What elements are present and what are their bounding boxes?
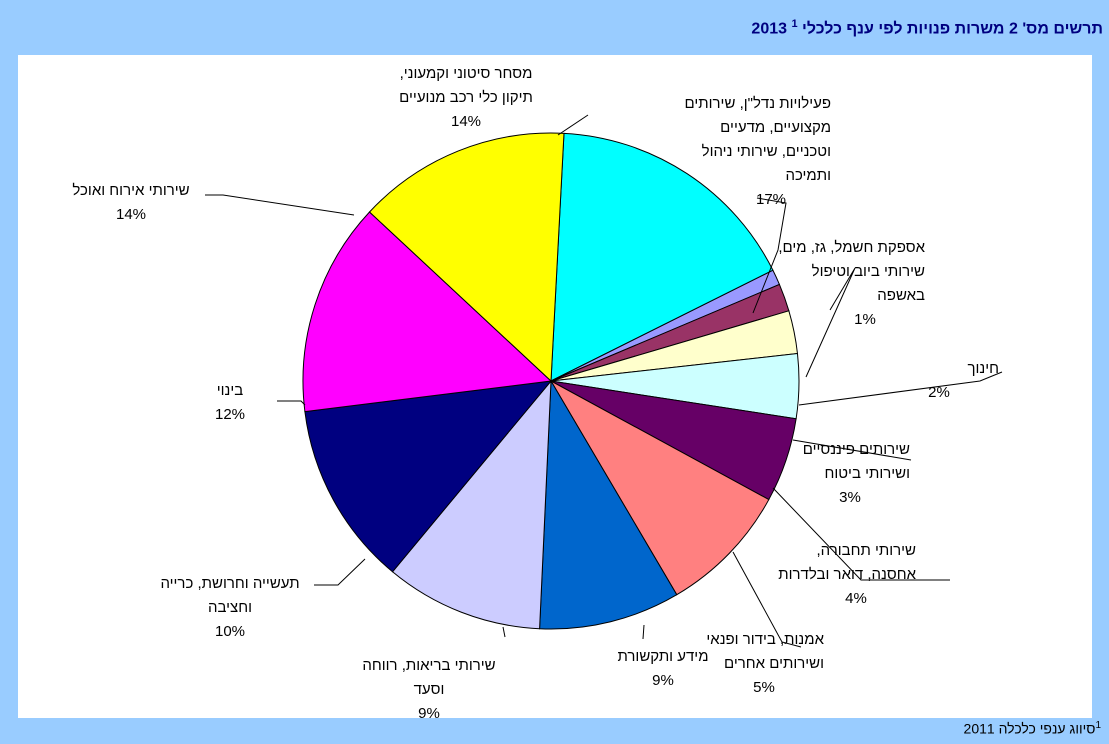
slice-pct-label-6: 5% <box>753 679 775 696</box>
leader-line-9 <box>314 558 366 586</box>
title-footnote-marker: 1 <box>791 18 798 30</box>
pie-slice-8 <box>539 379 678 630</box>
leader-line-3 <box>798 371 1003 406</box>
slice-pct-label-10: 12% <box>215 406 245 423</box>
leader-line-7 <box>642 624 645 640</box>
slice-label-4-line-1: שירותים פיננסיים <box>803 441 910 458</box>
slice-label-2-line-3: באשפה <box>877 287 925 304</box>
pie-slice-9 <box>391 379 552 630</box>
slice-label-11-line-1: שירותי אירוח ואוכל <box>72 182 189 199</box>
slice-label-5-line-1: שירותי תחבורה, <box>816 542 916 559</box>
slice-pct-label-8: 9% <box>418 705 440 718</box>
pie-slice-1 <box>550 132 774 382</box>
slice-pct-label-2: 1% <box>854 311 876 328</box>
slice-label-2-line-1: אספקת חשמל, גז, מים, <box>778 239 925 256</box>
slice-label-4-line-2: ושירותי ביטוח <box>824 465 910 482</box>
slice-pct-label-4: 3% <box>839 489 861 506</box>
slice-label-10-line-1: בינוי <box>217 382 244 399</box>
slice-pct-label-12: 14% <box>451 113 481 130</box>
slice-label-5-line-2: אחסנה, דואר ובלדרות <box>778 566 916 583</box>
pie-slice-10 <box>304 380 553 573</box>
pie-slice-11 <box>302 211 553 413</box>
slice-pct-label-1: 17% <box>756 191 786 208</box>
leader-line-6 <box>732 551 802 648</box>
slice-label-12-line-2: תיקון כלי רכב מנועיים <box>399 89 533 106</box>
slice-label-3-line-1: חינוך <box>967 360 999 377</box>
pie-slice-7 <box>549 379 770 596</box>
chart-title: תרשים מס' 2 משרות פנויות לפי ענף כלכלי 1… <box>751 18 1103 38</box>
slice-label-12-line-1: מסחר סיטוני וקמעוני, <box>400 65 533 82</box>
leader-line-11 <box>205 194 355 216</box>
footnote-marker: 1 <box>1095 720 1101 731</box>
slice-label-8-line-2: וסעד <box>414 681 445 698</box>
chart-title-year: 2013 <box>751 20 788 38</box>
slice-label-6-line-1: אמנות, בידור ופנאי <box>706 631 824 648</box>
leader-line-8 <box>502 626 506 638</box>
slice-label-9-line-2: וחציבה <box>208 599 252 616</box>
leader-line-5 <box>772 487 950 581</box>
leader-line-2 <box>805 267 856 378</box>
slice-label-9-line-1: תעשייה וחרושת, כרייה <box>160 575 299 592</box>
plot-area: פעילויות נדל"ן, שירותים מקצועיים, מדעיים ו… <box>18 55 1092 718</box>
footnote-text: סיווג ענפי כלכלה 2011 <box>963 720 1096 737</box>
pie-slice-12 <box>368 132 565 383</box>
slice-label-2-line-2: שירותי ביוב וטיפול <box>812 263 925 280</box>
leader-line-10 <box>277 400 306 406</box>
leader-line-4 <box>792 439 912 461</box>
slice-label-1-line-3: וטכניים, שירותי ניהול <box>702 143 831 160</box>
slice-pct-label-9: 10% <box>215 623 245 640</box>
leader-line-1 <box>752 197 787 314</box>
leader-line-12 <box>557 114 589 136</box>
slice-label-7-line-1: מידע ותקשורת <box>618 648 709 665</box>
slice-label-1-line-4: ותמיכה <box>785 167 831 184</box>
footnote: 1סיווג ענפי כלכלה 2011 <box>964 720 1101 737</box>
slice-label-8-line-1: שירותי בריאות, רווחה <box>362 657 495 674</box>
slice-pct-label-11: 14% <box>116 206 146 223</box>
slice-pct-label-3: 2% <box>928 384 950 401</box>
slice-label-1-line-2: מקצועיים, מדעיים <box>720 119 831 136</box>
pie-chart: פעילויות נדל"ן, שירותים מקצועיים, מדעיים ו… <box>72 65 1003 718</box>
slice-label-1-line-1: פעילויות נדל"ן, שירותים <box>685 95 831 112</box>
chart-title-text: תרשים מס' 2 משרות פנויות לפי ענף כלכלי <box>802 20 1103 38</box>
slice-pct-label-5: 4% <box>845 590 867 607</box>
slice-label-6-line-2: ושירותים אחרים <box>724 655 824 672</box>
slice-pct-label-7: 9% <box>652 672 674 689</box>
